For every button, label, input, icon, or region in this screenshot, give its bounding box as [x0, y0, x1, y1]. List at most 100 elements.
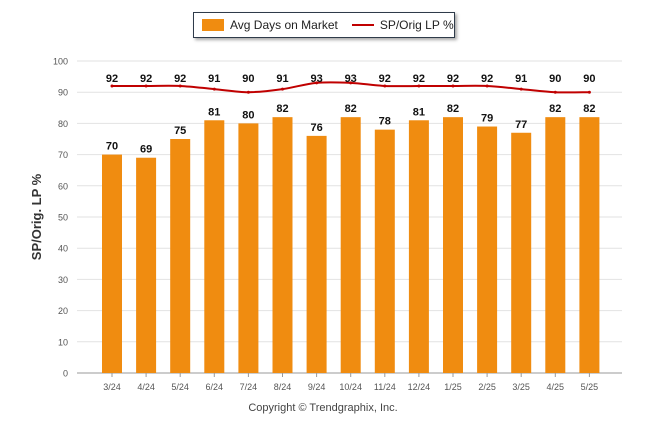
bar-value-label: 82	[549, 103, 561, 115]
bar[interactable]	[511, 132, 532, 373]
legend-line-swatch	[351, 24, 374, 26]
bar[interactable]	[408, 120, 429, 373]
bar-value-label: 75	[174, 125, 186, 137]
bar[interactable]	[102, 154, 122, 373]
bar-value-label: 78	[379, 116, 391, 128]
bar-value-label: 77	[515, 119, 527, 131]
bar-value-label: 69	[140, 144, 152, 156]
y-tick-label: 90	[58, 88, 68, 98]
line-value-label: 90	[583, 73, 595, 85]
legend-item-bar[interactable]: Avg Days on Market	[194, 18, 338, 32]
line-value-label: 92	[447, 73, 459, 85]
bar-value-label: 82	[276, 103, 288, 115]
bar[interactable]	[306, 135, 327, 373]
x-axis: 3/24 4/24 5/24 6/24 7/24 8/24 9/24 10/24 11/24 12…	[103, 373, 598, 392]
x-tick-label: 7/24	[240, 382, 258, 392]
copyright-footer: Copyright © Trendgraphix, Inc.	[248, 402, 398, 414]
y-tick-label: 70	[58, 150, 68, 160]
line-value-label: 90	[549, 73, 561, 85]
line-point[interactable]	[383, 84, 387, 88]
x-tick-label: 4/24	[137, 382, 155, 392]
x-tick-label: 12/24	[408, 382, 431, 392]
legend-bar-label: Avg Days on Market	[230, 18, 338, 32]
x-tick-label: 10/24	[339, 382, 362, 392]
bar[interactable]	[170, 139, 191, 373]
bar-value-label: 81	[413, 106, 425, 118]
y-tick-label: 0	[63, 369, 68, 379]
x-tick-label: 3/25	[512, 382, 530, 392]
bar-value-label: 70	[106, 141, 118, 153]
bar-value-label: 82	[447, 103, 459, 115]
y-tick-label: 40	[58, 244, 68, 254]
x-tick-label: 11/24	[374, 382, 396, 392]
legend-bar-swatch	[202, 19, 224, 31]
x-tick-label: 5/25	[581, 382, 599, 392]
line-point[interactable]	[178, 84, 182, 88]
bar[interactable]	[374, 129, 395, 373]
bar[interactable]	[477, 126, 498, 374]
legend: Avg Days on Market SP/Orig LP %	[193, 12, 455, 38]
line-point[interactable]	[451, 84, 455, 88]
y-axis: 0 10 20 30 40 50 60 70 80 90 100	[53, 57, 68, 379]
line-point[interactable]	[315, 81, 319, 85]
bar-series	[102, 117, 600, 374]
x-tick-label: 2/25	[478, 382, 496, 392]
y-tick-label: 10	[58, 337, 68, 347]
x-tick-label: 6/24	[206, 382, 224, 392]
bar[interactable]	[272, 117, 293, 373]
line-value-label: 92	[413, 73, 425, 85]
x-tick-label: 3/24	[103, 382, 121, 392]
x-tick-label: 5/24	[171, 382, 189, 392]
line-series	[110, 81, 591, 94]
line-value-label: 91	[276, 73, 288, 85]
line-point[interactable]	[485, 84, 489, 88]
line-value-label: 90	[242, 73, 254, 85]
bar[interactable]	[238, 123, 259, 374]
line-value-label: 92	[106, 73, 118, 85]
line-point[interactable]	[349, 81, 353, 85]
bar[interactable]	[545, 117, 566, 373]
line-value-label: 93	[345, 73, 357, 85]
bar-value-label: 82	[345, 103, 357, 115]
line-point[interactable]	[110, 84, 114, 88]
line-value-label: 92	[174, 73, 186, 85]
y-tick-label: 100	[53, 57, 68, 67]
line-point[interactable]	[281, 87, 284, 91]
y-axis-label: SP/Orig. LP %	[29, 173, 44, 260]
x-tick-label: 9/24	[308, 382, 326, 392]
y-tick-label: 60	[58, 181, 68, 191]
line-point[interactable]	[417, 84, 421, 88]
bar[interactable]	[579, 117, 600, 373]
bar-value-label: 76	[310, 122, 322, 134]
line-point[interactable]	[553, 90, 557, 94]
bar[interactable]	[136, 157, 157, 373]
line-value-label: 92	[140, 73, 152, 85]
line-value-label: 92	[379, 73, 391, 85]
bar[interactable]	[443, 117, 463, 373]
y-tick-label: 80	[58, 119, 68, 129]
line-value-label: 93	[310, 73, 322, 85]
bar[interactable]	[204, 120, 225, 373]
line-value-label: 92	[481, 73, 493, 85]
x-tick-label: 4/25	[547, 382, 565, 392]
y-tick-label: 20	[58, 306, 68, 316]
line-point[interactable]	[519, 87, 523, 91]
x-tick-label: 8/24	[274, 382, 292, 392]
bar-value-label: 80	[242, 109, 254, 121]
y-tick-label: 30	[58, 275, 68, 285]
bar-value-label: 82	[583, 103, 595, 115]
line-point[interactable]	[212, 87, 216, 91]
line-point[interactable]	[144, 84, 148, 88]
bar-value-label: 79	[481, 113, 493, 125]
bar-value-label: 81	[208, 106, 220, 118]
x-tick-label: 1/25	[444, 382, 462, 392]
legend-line-label: SP/Orig LP %	[379, 18, 454, 32]
legend-item-line[interactable]: SP/Orig LP %	[338, 18, 454, 32]
line-value-label: 91	[208, 73, 220, 85]
bar[interactable]	[340, 117, 361, 373]
line-point[interactable]	[587, 90, 591, 94]
y-tick-label: 50	[58, 213, 68, 223]
line-value-label: 91	[515, 73, 527, 85]
line-point[interactable]	[246, 90, 250, 94]
